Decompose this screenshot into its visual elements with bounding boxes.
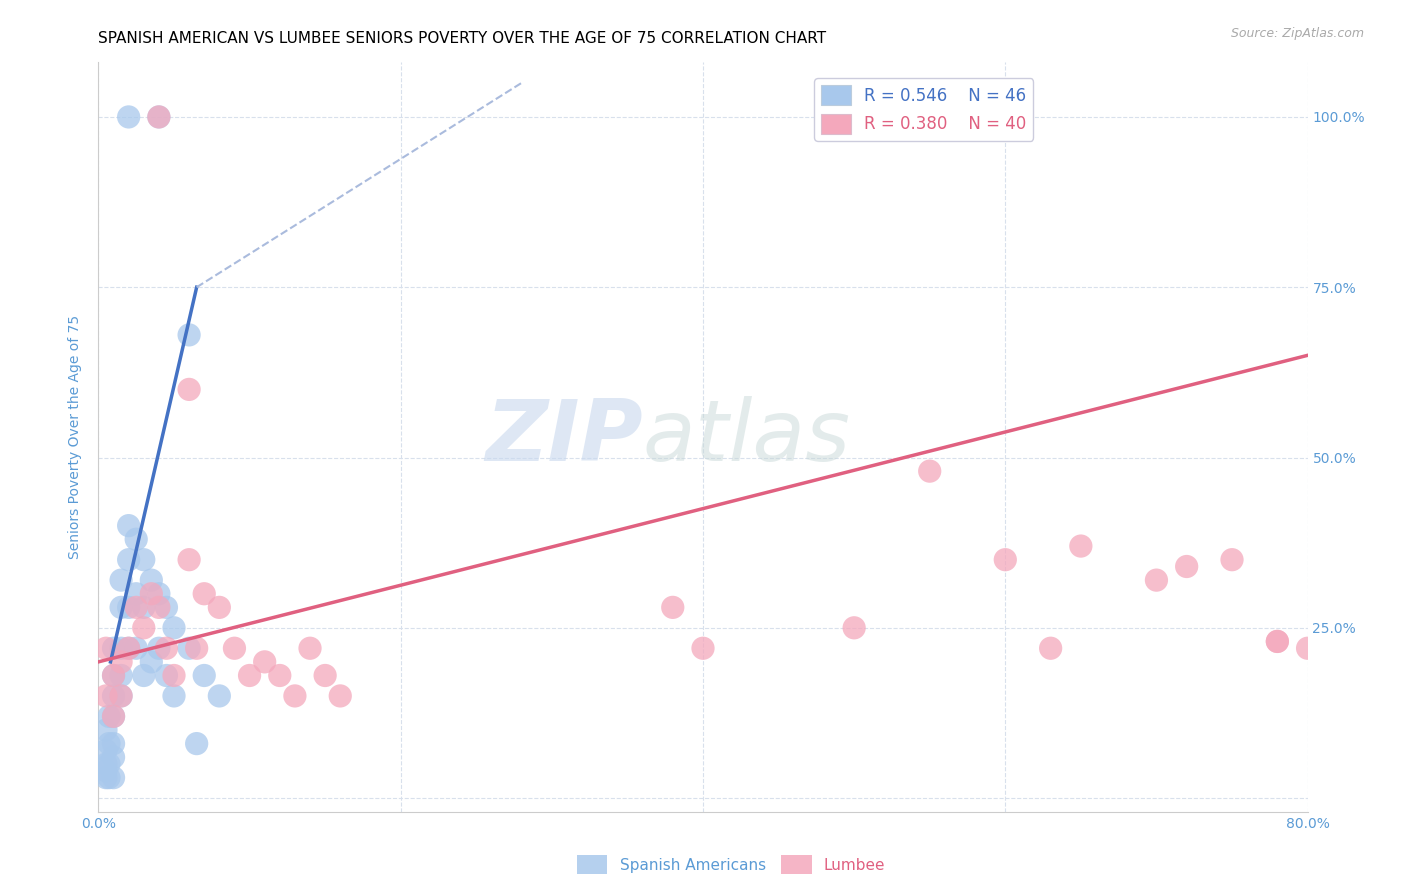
Point	[148, 600, 170, 615]
Legend: R = 0.546    N = 46, R = 0.380    N = 40: R = 0.546 N = 46, R = 0.380 N = 40	[814, 78, 1033, 141]
Point	[132, 668, 155, 682]
Point	[1296, 641, 1319, 656]
Point	[314, 668, 336, 682]
Point	[125, 587, 148, 601]
Point	[1267, 634, 1289, 648]
Point	[103, 750, 125, 764]
Point	[179, 641, 201, 656]
Point	[193, 587, 215, 601]
Point	[148, 110, 170, 124]
Point	[994, 552, 1017, 566]
Point	[155, 668, 177, 682]
Point	[103, 668, 125, 682]
Point	[224, 641, 246, 656]
Point	[918, 464, 941, 478]
Point	[692, 641, 714, 656]
Text: Source: ZipAtlas.com: Source: ZipAtlas.com	[1230, 27, 1364, 40]
Point	[141, 573, 163, 587]
Point	[103, 689, 125, 703]
Point	[141, 587, 163, 601]
Point	[103, 709, 125, 723]
Point	[163, 621, 186, 635]
Point	[1220, 552, 1243, 566]
Point	[103, 641, 125, 656]
Text: atlas: atlas	[643, 395, 851, 479]
Text: SPANISH AMERICAN VS LUMBEE SENIORS POVERTY OVER THE AGE OF 75 CORRELATION CHART: SPANISH AMERICAN VS LUMBEE SENIORS POVER…	[98, 31, 827, 46]
Point	[132, 600, 155, 615]
Point	[125, 600, 148, 615]
Point	[1070, 539, 1092, 553]
Point	[163, 668, 186, 682]
Point	[125, 533, 148, 547]
Point	[110, 689, 132, 703]
Point	[110, 600, 132, 615]
Point	[179, 383, 201, 397]
Point	[103, 709, 125, 723]
Point	[132, 552, 155, 566]
Point	[155, 641, 177, 656]
Point	[661, 600, 683, 615]
Point	[94, 743, 117, 757]
Point	[179, 552, 201, 566]
Legend: Spanish Americans, Lumbee: Spanish Americans, Lumbee	[571, 849, 891, 880]
Point	[118, 110, 141, 124]
Point	[844, 621, 866, 635]
Point	[163, 689, 186, 703]
Point	[269, 668, 291, 682]
Point	[148, 641, 170, 656]
Point	[94, 771, 117, 785]
Point	[1039, 641, 1062, 656]
Point	[94, 764, 117, 778]
Point	[110, 573, 132, 587]
Point	[103, 771, 125, 785]
Point	[1267, 634, 1289, 648]
Point	[94, 689, 117, 703]
Point	[1144, 573, 1167, 587]
Point	[141, 655, 163, 669]
Point	[94, 641, 117, 656]
Point	[193, 668, 215, 682]
Point	[329, 689, 352, 703]
Point	[98, 757, 121, 772]
Point	[118, 641, 141, 656]
Point	[118, 518, 141, 533]
Point	[118, 552, 141, 566]
Point	[125, 641, 148, 656]
Point	[208, 600, 231, 615]
Point	[118, 641, 141, 656]
Point	[148, 110, 170, 124]
Point	[132, 621, 155, 635]
Point	[98, 771, 121, 785]
Point	[98, 737, 121, 751]
Text: ZIP: ZIP	[485, 395, 643, 479]
Point	[110, 655, 132, 669]
Point	[284, 689, 307, 703]
Point	[94, 723, 117, 737]
Point	[110, 689, 132, 703]
Point	[155, 600, 177, 615]
Point	[1175, 559, 1198, 574]
Point	[208, 689, 231, 703]
Point	[148, 587, 170, 601]
Point	[103, 737, 125, 751]
Point	[103, 668, 125, 682]
Point	[186, 737, 208, 751]
Point	[118, 600, 141, 615]
Point	[110, 668, 132, 682]
Y-axis label: Seniors Poverty Over the Age of 75: Seniors Poverty Over the Age of 75	[69, 315, 83, 559]
Point	[253, 655, 276, 669]
Point	[98, 709, 121, 723]
Point	[239, 668, 262, 682]
Point	[299, 641, 322, 656]
Point	[110, 641, 132, 656]
Point	[186, 641, 208, 656]
Point	[94, 757, 117, 772]
Point	[179, 327, 201, 342]
